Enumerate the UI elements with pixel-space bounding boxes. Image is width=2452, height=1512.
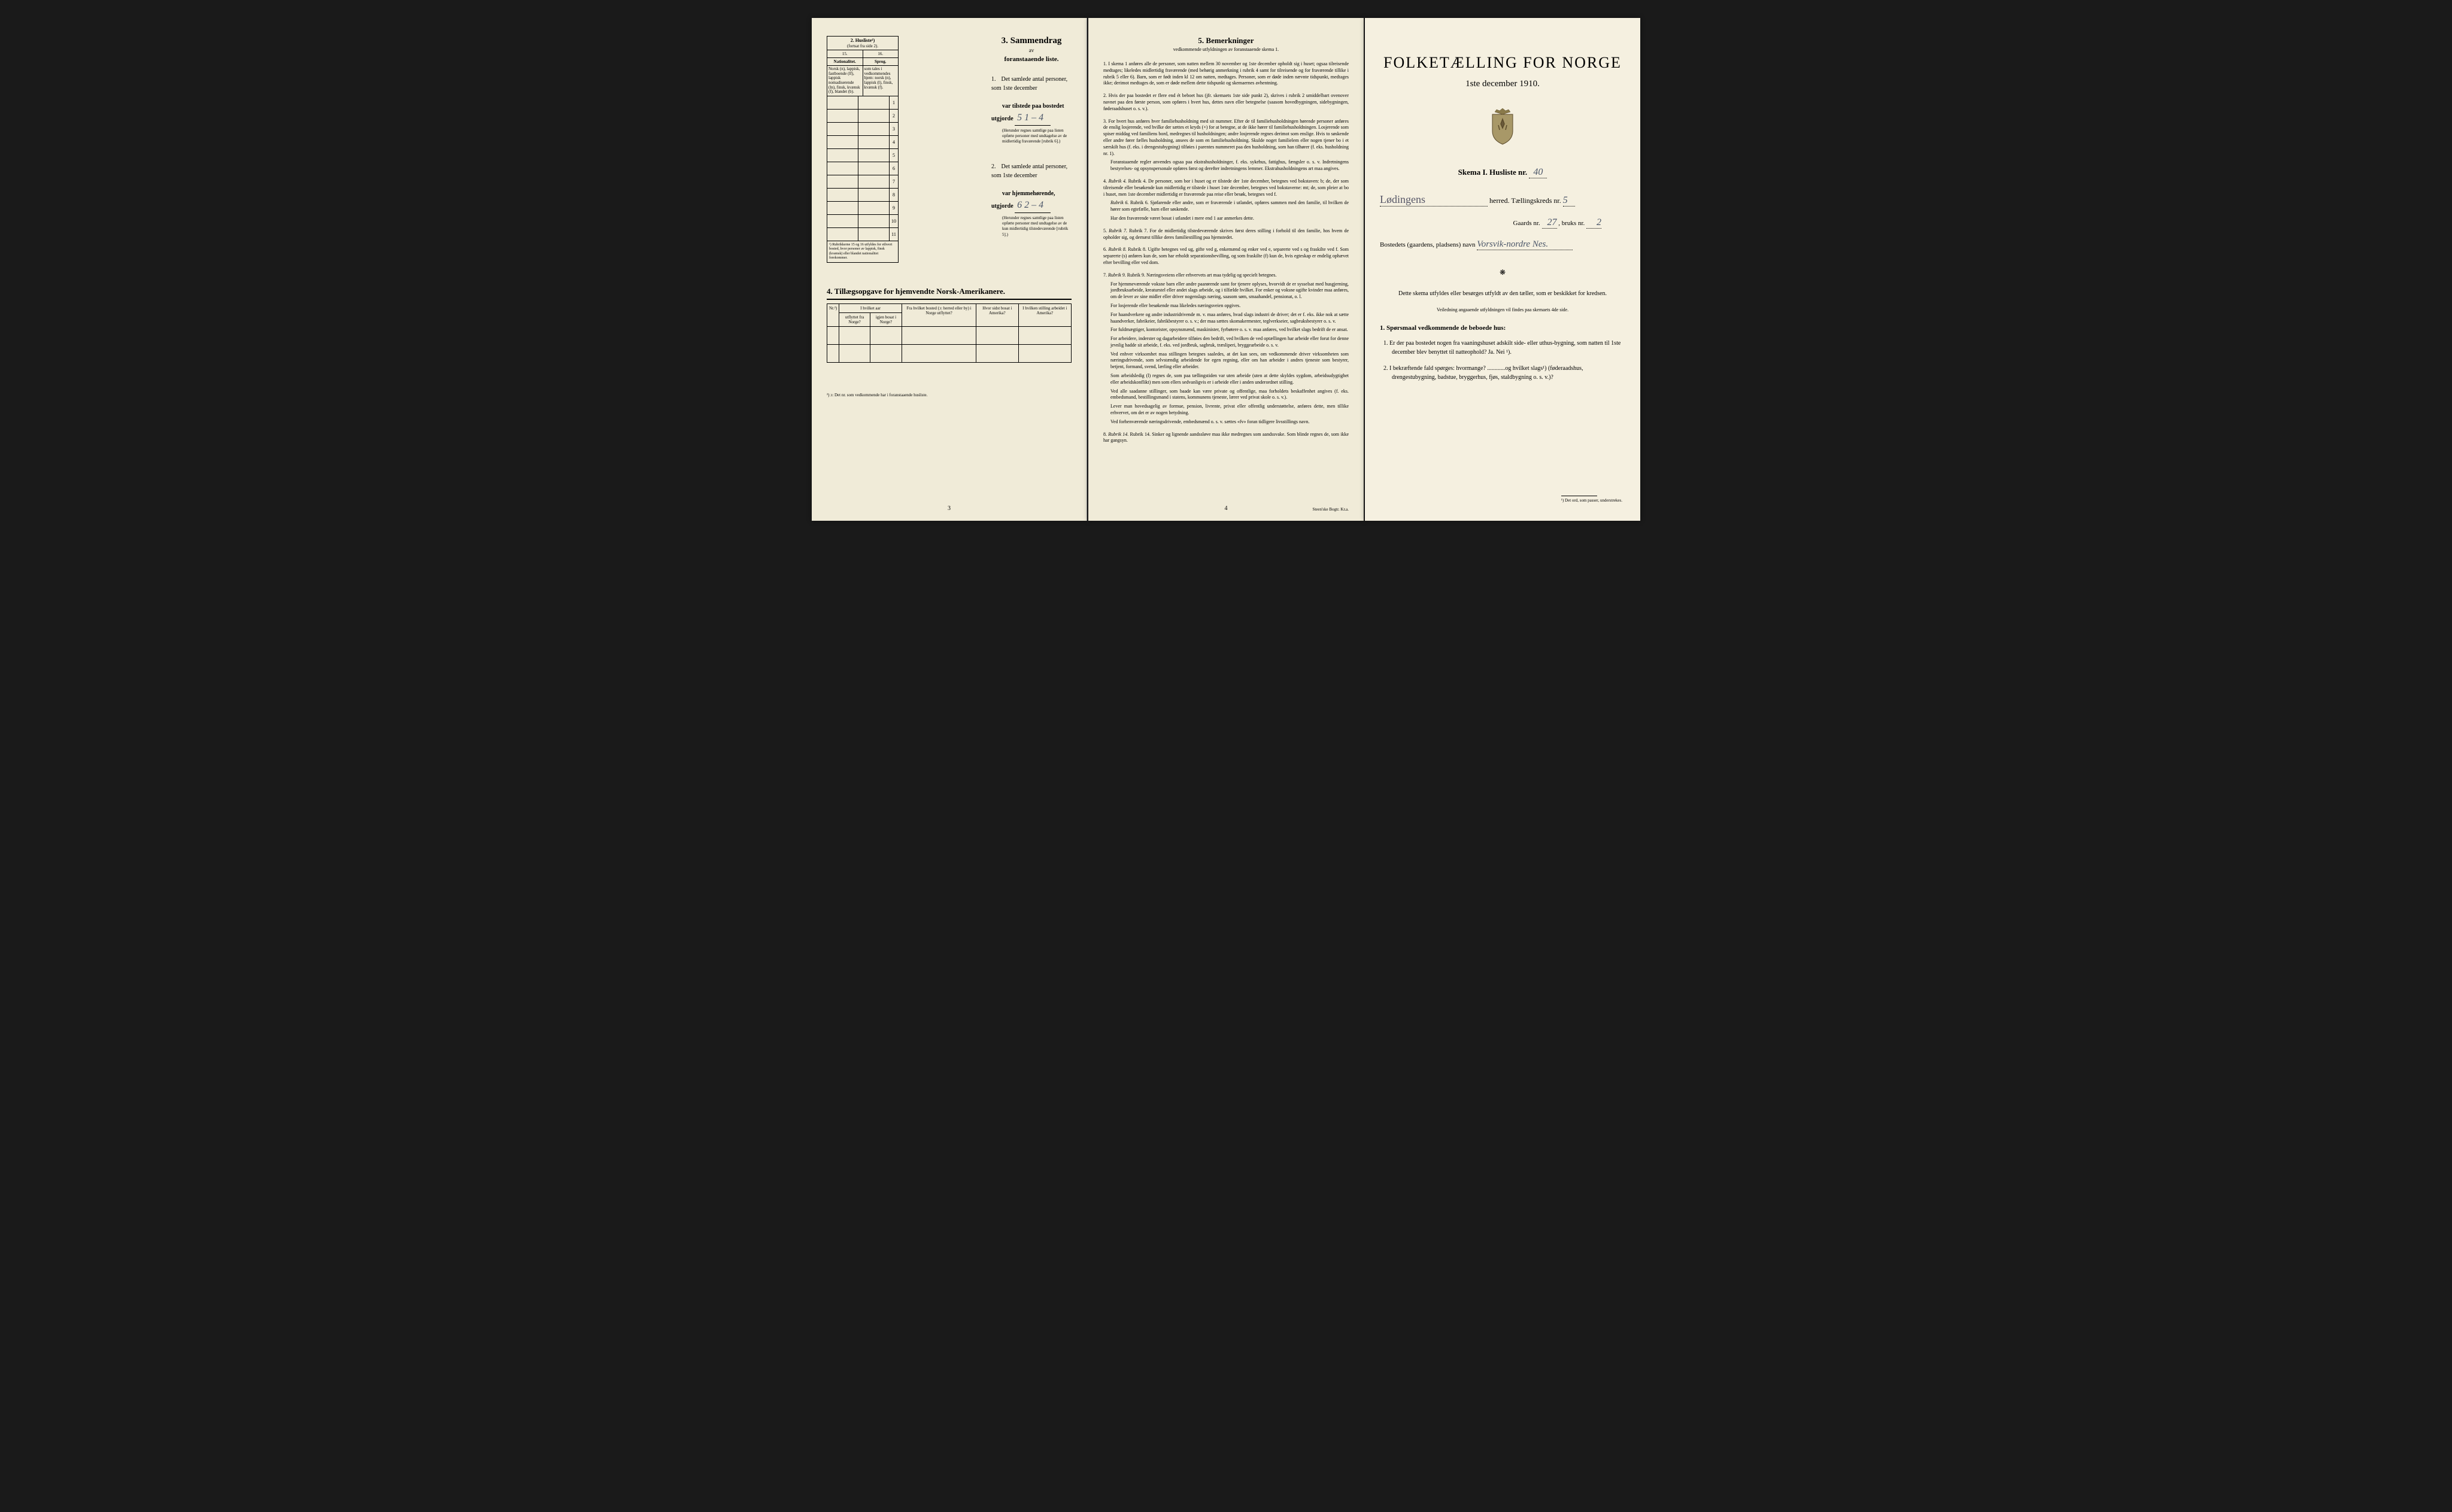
kreds-hw: 5 — [1563, 195, 1575, 207]
page-num-3: 3 — [812, 505, 1087, 512]
gaards-line: Gaards nr. 27 , bruks nr. 2 — [1380, 217, 1625, 229]
husliste-rows: 1 2 3 4 5 6 7 8 9 10 11 — [827, 96, 898, 241]
herred-label: herred. Tællingskreds nr. — [1489, 196, 1561, 205]
b7p7: Ved alle saadanne stillinger, som baade … — [1103, 388, 1349, 402]
question-1: 1. Er der paa bostedet nogen fra vaaning… — [1380, 339, 1625, 357]
instruction-1: Dette skema utfyldes eller besørges utfy… — [1380, 289, 1625, 298]
th-utflyttet: utflyttet fra Norge? — [839, 312, 870, 326]
title-date: 1ste december 1910. — [1380, 79, 1625, 89]
bosted-hw: Vorsvik-nordre Nes. — [1477, 239, 1573, 250]
bitem-1: I skema 1 anføres alle de personer, som … — [1103, 61, 1349, 86]
b7p6: Som arbeidsledig (l) regnes de, som paa … — [1103, 373, 1349, 386]
item2-note: (Herunder regnes samtlige paa listen opf… — [991, 215, 1072, 237]
b7p4: For arbeidere, inderster og dagarbeidere… — [1103, 336, 1349, 349]
b7p5: Ved enhver virksomhet maa stillingen bet… — [1103, 351, 1349, 371]
main-title: FOLKETÆLLING FOR NORGE — [1380, 54, 1625, 72]
bitem-4e1: Rubrik 6. Sjøfarende eller andre, som er… — [1110, 200, 1349, 212]
bosted-label: Bostedets (gaardens, pladsens) navn — [1380, 241, 1475, 248]
question-2: 2. I bekræftende fald spørges: hvormange… — [1380, 364, 1625, 382]
sammendrag-sub2: foranstaaende liste. — [991, 56, 1072, 63]
herred-line: Lødingens herred. Tællingskreds nr. 5 — [1380, 193, 1625, 207]
b7p3: For fuldmægtiger, kontorister, opsynsmæn… — [1103, 327, 1349, 333]
section4-footnote: ²) ɔ: Det nr. som vedkommende har i fora… — [827, 393, 1072, 397]
th-bosat: igjen bosat i Norge? — [870, 312, 902, 326]
th-nr: Nr.²) — [827, 303, 839, 326]
skema-hw: 40 — [1529, 167, 1547, 178]
bitem-8: Rubrik 14. Sinker og lignende aandssløve… — [1103, 432, 1349, 444]
b7p0: For hjemmeværende voksne barn eller andr… — [1103, 281, 1349, 300]
skema-label: Skema I. Husliste nr. — [1458, 168, 1527, 177]
bitem-7: Rubrik 9. Næringsveiens eller erhvervets… — [1127, 272, 1277, 278]
bitem-6: Rubrik 8. Ugifte betegnes ved ug, gifte … — [1103, 247, 1349, 265]
b7p8: Lever man hovedsagelig av formue, pensio… — [1103, 403, 1349, 417]
coat-of-arms-icon — [1380, 107, 1625, 149]
bruks-hw: 2 — [1586, 217, 1601, 229]
page-title: FOLKETÆLLING FOR NORGE 1ste december 191… — [1365, 18, 1640, 521]
bemerk-list: 1. I skema 1 anføres alle de personer, s… — [1103, 61, 1349, 444]
bitem-3-extra: Foranstaaende regler anvendes ogsaa paa … — [1103, 159, 1349, 172]
bitem-5: Rubrik 7. For de midlertidig tilstedevær… — [1103, 228, 1349, 240]
husliste-table: 2. Husliste¹) (fortsat fra side 2). 15. … — [827, 36, 899, 263]
th-stilling: I hvilken stilling arbeidet i Amerika? — [1018, 303, 1071, 326]
sporsmaal-heading: 1. Spørsmaal vedkommende de beboede hus: — [1380, 324, 1625, 332]
bitem-2: Hvis der paa bostedet er flere end ét be… — [1103, 93, 1349, 111]
th-bosted: Fra hvilket bosted (ɔ: herred eller by) … — [902, 303, 976, 326]
b7p9: Ved forhenværende næringsdrivende, embed… — [1103, 419, 1349, 426]
item1-handwritten: 5 1 – 4 — [1015, 111, 1051, 126]
item2-handwritten: 6 2 – 4 — [1015, 198, 1051, 213]
col-desc-right: som tales i vedkommendes hjem: norsk (n)… — [863, 66, 899, 96]
bemerk-sub: vedkommende utfyldningen av foranstaaend… — [1103, 47, 1349, 52]
b7p1: For losjerende eller besøkende maa likel… — [1103, 303, 1349, 309]
col-desc-left: Norsk (n), lappisk, fastboende (lf), lap… — [827, 66, 863, 96]
col-header-nat: Nationalitet. — [827, 58, 863, 65]
footnote-right: ¹) Det ord, som passer, understrekes. — [1561, 496, 1622, 503]
b7p2: For haandverkere og andre industridriven… — [1103, 312, 1349, 325]
bitem-4: Rubrik 4. De personer, som bor i huset o… — [1103, 178, 1349, 197]
husliste-footnote: ¹) Rubrikkerne 15 og 16 utfyldes for eth… — [827, 241, 898, 262]
bitem-3: For hvert hus anføres hver familiehushol… — [1103, 119, 1349, 156]
census-document: 2. Husliste¹) (fortsat fra side 2). 15. … — [812, 18, 1640, 521]
item1-note: (Herunder regnes samtlige paa listen opf… — [991, 128, 1072, 144]
col-header-sprog: Sprog. — [863, 58, 899, 65]
sammendrag-item-2: 2. Det samlede antal personer, som 1ste … — [991, 162, 1072, 237]
gaards-hw: 27 — [1542, 217, 1557, 229]
col-num-15: 15. — [827, 50, 863, 57]
bitem-4e2: Har den fraværende været bosat i utlande… — [1103, 215, 1349, 222]
section4-table: Nr.²) I hvilket aar Fra hvilket bosted (… — [827, 303, 1072, 363]
item2-text: Det samlede antal personer, som 1ste dec… — [991, 163, 1067, 179]
gaards-label: Gaards nr. — [1513, 220, 1540, 227]
sammendrag-heading: 3. Sammendrag — [991, 36, 1072, 46]
skema-line: Skema I. Husliste nr. 40 — [1380, 167, 1625, 178]
husliste-subtitle: (fortsat fra side 2). — [847, 44, 878, 48]
section-4: 4. Tillægsopgave for hjemvendte Norsk-Am… — [827, 287, 1072, 397]
husliste-title: 2. Husliste¹) — [851, 38, 875, 43]
printer-mark: Steen'ske Bogtr. Kr.a. — [1312, 507, 1349, 512]
sammendrag-section: 3. Sammendrag av foranstaaende liste. 1.… — [991, 36, 1072, 263]
page-3: 2. Husliste¹) (fortsat fra side 2). 15. … — [812, 18, 1087, 521]
sammendrag-sub1: av — [991, 47, 1072, 53]
th-aar: I hvilket aar — [839, 303, 902, 312]
herred-hw: Lødingens — [1380, 193, 1488, 207]
bosted-line: Bostedets (gaardens, pladsens) navn Vors… — [1380, 239, 1625, 250]
section4-heading: 4. Tillægsopgave for hjemvendte Norsk-Am… — [827, 287, 1072, 300]
page-4: 5. Bemerkninger vedkommende utfyldningen… — [1088, 18, 1364, 521]
bruks-label: , bruks nr. — [1558, 220, 1585, 227]
col-num-16: 16. — [863, 50, 899, 57]
sammendrag-item-1: 1. Det samlede antal personer, som 1ste … — [991, 75, 1072, 144]
divider-ornament: ❋ — [1380, 268, 1625, 277]
item1-text: Det samlede antal personer, som 1ste dec… — [991, 76, 1067, 92]
bemerk-heading: 5. Bemerkninger — [1103, 36, 1349, 45]
th-amerika: Hvor sidst bosat i Amerika? — [976, 303, 1019, 326]
instruction-2: Veiledning angaaende utfyldningen vil fi… — [1380, 307, 1625, 312]
